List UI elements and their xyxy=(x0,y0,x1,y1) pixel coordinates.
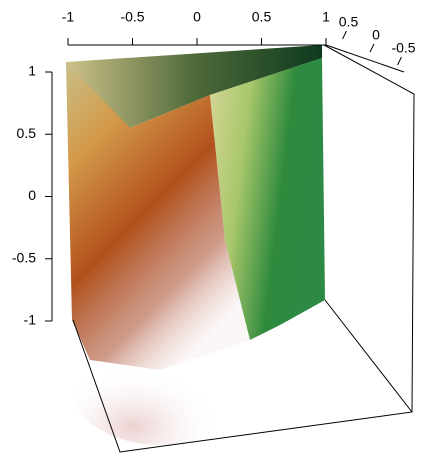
y-tick-label: 0 xyxy=(28,187,36,203)
frame-edge xyxy=(324,299,413,413)
y-tick-label: 1 xyxy=(28,63,36,79)
z-tick-label: 0 xyxy=(372,27,380,43)
z-tick-label: -0.5 xyxy=(391,40,415,56)
z-tick-mark xyxy=(397,56,402,66)
z-tick-mark xyxy=(369,43,375,53)
volume xyxy=(66,45,325,445)
x-tick-label: 0.5 xyxy=(252,9,272,25)
y-tick-label: -1 xyxy=(24,312,37,328)
z-tick-mark xyxy=(342,30,347,40)
x-tick-label: -0.5 xyxy=(120,9,144,25)
box-frame xyxy=(51,44,415,453)
volume-fade xyxy=(70,325,250,445)
volume-left xyxy=(66,62,250,370)
y-tick-label: 0.5 xyxy=(17,125,37,141)
x-tick-label: 1 xyxy=(322,9,330,25)
y-tick-label: -0.5 xyxy=(12,249,36,265)
volume-right xyxy=(210,58,325,340)
z-axis-line xyxy=(325,44,405,73)
z-tick-label: 0.5 xyxy=(339,14,359,30)
volume-top xyxy=(66,45,322,150)
x-tick-label: 0 xyxy=(193,9,201,25)
x-tick-label: -1 xyxy=(62,9,75,25)
